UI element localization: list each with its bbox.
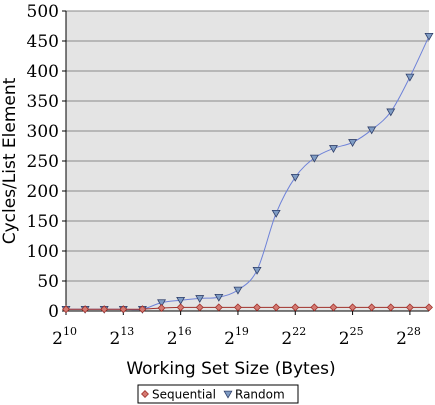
x-tick-exponent: 19	[235, 325, 249, 338]
legend-item-random: Random	[223, 388, 285, 402]
data-point-random	[424, 32, 434, 41]
y-tick-labels: 0 50 100 150 200 250 300 350 400 450 500	[27, 2, 66, 322]
y-tick-label: 400	[27, 62, 59, 82]
data-point-random	[176, 296, 186, 305]
data-point-sequential	[272, 303, 281, 312]
x-tick-label: 2 13	[109, 325, 134, 349]
x-tick-base: 2	[339, 329, 350, 349]
data-point-sequential	[119, 305, 128, 314]
data-point-random	[252, 266, 262, 275]
x-tick-label: 2 28	[396, 325, 421, 349]
legend-label-sequential: Sequential	[152, 388, 216, 402]
data-point-sequential	[214, 303, 223, 312]
data-point-random	[348, 139, 358, 148]
data-point-sequential	[425, 303, 433, 312]
y-tick-label: 300	[27, 122, 59, 142]
data-point-random	[367, 126, 377, 135]
y-tick-label: 100	[27, 242, 59, 262]
data-point-sequential	[233, 303, 242, 312]
data-point-random	[405, 73, 415, 82]
x-tick-base: 2	[167, 329, 178, 349]
data-point-sequential	[62, 305, 70, 314]
data-point-sequential	[195, 303, 204, 312]
data-point-sequential	[367, 303, 376, 312]
x-tick-label: 2 10	[52, 325, 77, 349]
data-point-random	[195, 295, 205, 304]
x-tick-label: 2 16	[167, 325, 192, 349]
x-tick-base: 2	[52, 329, 63, 349]
data-point-sequential	[81, 305, 90, 314]
data-point-random	[386, 108, 396, 117]
y-tick-label: 450	[27, 32, 59, 52]
data-point-sequential	[310, 303, 319, 312]
data-point-random	[271, 209, 281, 218]
legend-marker-sequential	[141, 390, 149, 398]
y-tick-label: 200	[27, 182, 59, 202]
y-tick-label: 250	[27, 152, 59, 172]
x-axis-label: Working Set Size (Bytes)	[126, 359, 335, 379]
data-point-sequential	[100, 305, 109, 314]
data-point-sequential	[329, 303, 338, 312]
x-tick-base: 2	[109, 329, 120, 349]
x-tick-exponent: 13	[120, 325, 134, 338]
data-point-random	[328, 145, 338, 154]
data-point-random	[157, 299, 167, 308]
y-tick-label: 350	[27, 92, 59, 112]
data-point-sequential	[157, 304, 166, 312]
legend-label-random: Random	[235, 388, 285, 402]
data-point-sequential	[138, 305, 147, 314]
x-tick-label: 2 25	[339, 325, 364, 349]
x-tick-label: 2 19	[224, 325, 249, 349]
x-tick-base: 2	[281, 329, 292, 349]
data-point-sequential	[386, 303, 395, 312]
y-tick-label: 150	[27, 212, 59, 232]
legend-box	[137, 384, 299, 404]
x-tick-base: 2	[224, 329, 235, 349]
x-tick-labels: 2 10 2 13 2 16 2 19 2 22 2 25 2 28	[52, 311, 421, 349]
y-tick-label: 500	[27, 2, 59, 22]
x-tick-exponent: 28	[407, 325, 421, 338]
data-point-sequential	[176, 303, 185, 312]
data-point-sequential	[291, 303, 300, 312]
x-tick-base: 2	[396, 329, 407, 349]
x-tick-exponent: 10	[63, 325, 77, 338]
grid-lines	[66, 10, 429, 282]
legend: Sequential Random	[137, 384, 299, 404]
x-tick-label: 2 22	[281, 325, 306, 349]
data-point-random	[214, 293, 224, 302]
y-axis-label: Cycles/List Element	[0, 77, 20, 244]
x-tick-exponent: 25	[350, 325, 364, 338]
data-point-random	[290, 173, 300, 182]
data-point-sequential	[405, 303, 414, 312]
y-tick-label: 50	[37, 272, 59, 292]
x-tick-exponent: 22	[292, 325, 306, 338]
data-point-random	[233, 286, 243, 295]
x-tick-exponent: 16	[178, 325, 192, 338]
legend-marker-random	[223, 390, 233, 399]
legend-item-sequential: Sequential	[141, 388, 216, 402]
data-point-sequential	[348, 303, 357, 312]
data-point-sequential	[253, 303, 262, 312]
series-markers	[61, 32, 434, 314]
y-tick-label: 0	[48, 302, 59, 322]
data-point-random	[309, 154, 319, 163]
